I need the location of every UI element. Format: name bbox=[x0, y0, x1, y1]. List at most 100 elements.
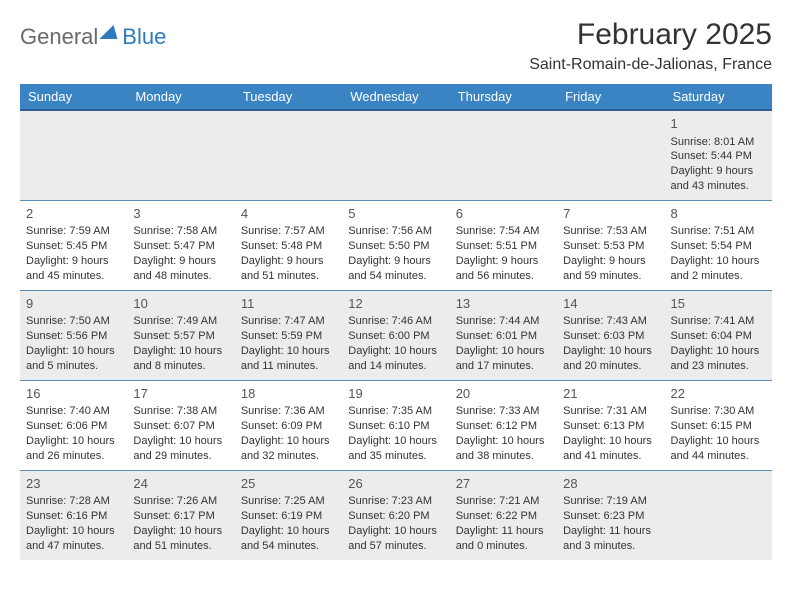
sunset-line: Sunset: 6:09 PM bbox=[241, 419, 336, 434]
calendar-cell: 12Sunrise: 7:46 AMSunset: 6:00 PMDayligh… bbox=[342, 290, 449, 380]
daylight-line: Daylight: 9 hours and 45 minutes. bbox=[26, 254, 121, 284]
daylight-line: Daylight: 9 hours and 43 minutes. bbox=[671, 164, 766, 194]
daylight-line: Daylight: 10 hours and 17 minutes. bbox=[456, 344, 551, 374]
logo-text-general: General bbox=[20, 24, 98, 50]
sunset-line: Sunset: 6:17 PM bbox=[133, 509, 228, 524]
day-number: 13 bbox=[456, 295, 551, 313]
sunrise-line: Sunrise: 7:26 AM bbox=[133, 494, 228, 509]
day-number: 22 bbox=[671, 385, 766, 403]
daylight-line: Daylight: 10 hours and 44 minutes. bbox=[671, 434, 766, 464]
daylight-line: Daylight: 10 hours and 51 minutes. bbox=[133, 524, 228, 554]
sunset-line: Sunset: 6:15 PM bbox=[671, 419, 766, 434]
calendar-week-row: 16Sunrise: 7:40 AMSunset: 6:06 PM Dayligh… bbox=[20, 380, 772, 470]
daylight-line: Daylight: 10 hours and 41 minutes. bbox=[563, 434, 658, 464]
calendar-cell: 23Sunrise: 7:28 AMSunset: 6:16 PMDayligh… bbox=[20, 470, 127, 559]
sunset-line: Sunset: 6:07 PM bbox=[133, 419, 228, 434]
col-friday: Friday bbox=[557, 84, 664, 110]
sunset-line: Sunset: 5:50 PM bbox=[348, 239, 443, 254]
calendar-cell: 14Sunrise: 7:43 AMSunset: 6:03 PMDayligh… bbox=[557, 290, 664, 380]
daylight-line: Daylight: 10 hours and 11 minutes. bbox=[241, 344, 336, 374]
col-monday: Monday bbox=[127, 84, 234, 110]
day-number: 15 bbox=[671, 295, 766, 313]
sunset-line: Sunset: 5:45 PM bbox=[26, 239, 121, 254]
day-number: 28 bbox=[563, 475, 658, 493]
calendar-cell: 16Sunrise: 7:40 AMSunset: 6:06 PMDayligh… bbox=[20, 380, 127, 470]
sunrise-line: Sunrise: 7:30 AM bbox=[671, 404, 766, 419]
day-number: 20 bbox=[456, 385, 551, 403]
day-number: 16 bbox=[26, 385, 121, 403]
col-wednesday: Wednesday bbox=[342, 84, 449, 110]
calendar-cell: 13Sunrise: 7:44 AMSunset: 6:01 PMDayligh… bbox=[450, 290, 557, 380]
calendar-cell: 18Sunrise: 7:36 AMSunset: 6:09 PMDayligh… bbox=[235, 380, 342, 470]
calendar-week-row: 23Sunrise: 7:28 AMSunset: 6:16 PMDayligh… bbox=[20, 470, 772, 559]
sunrise-line: Sunrise: 7:33 AM bbox=[456, 404, 551, 419]
sunset-line: Sunset: 5:44 PM bbox=[671, 149, 766, 164]
daylight-line: Daylight: 10 hours and 14 minutes. bbox=[348, 344, 443, 374]
calendar-cell: 20Sunrise: 7:33 AMSunset: 6:12 PMDayligh… bbox=[450, 380, 557, 470]
daylight-line: Daylight: 9 hours and 56 minutes. bbox=[456, 254, 551, 284]
calendar-week-row: 1Sunrise: 8:01 AMSunset: 5:44 PMDaylight… bbox=[20, 110, 772, 200]
daylight-line: Daylight: 10 hours and 47 minutes. bbox=[26, 524, 121, 554]
day-number: 3 bbox=[133, 205, 228, 223]
day-number: 21 bbox=[563, 385, 658, 403]
day-number: 12 bbox=[348, 295, 443, 313]
day-number: 5 bbox=[348, 205, 443, 223]
sunset-line: Sunset: 6:03 PM bbox=[563, 329, 658, 344]
sunrise-line: Sunrise: 7:58 AM bbox=[133, 224, 228, 239]
sunrise-line: Sunrise: 7:38 AM bbox=[133, 404, 228, 419]
day-number: 11 bbox=[241, 295, 336, 313]
calendar-cell: 19Sunrise: 7:35 AMSunset: 6:10 PMDayligh… bbox=[342, 380, 449, 470]
daylight-line: Daylight: 10 hours and 57 minutes. bbox=[348, 524, 443, 554]
day-number: 4 bbox=[241, 205, 336, 223]
sunset-line: Sunset: 6:06 PM bbox=[26, 419, 121, 434]
calendar-cell: 22Sunrise: 7:30 AMSunset: 6:15 PMDayligh… bbox=[665, 380, 772, 470]
day-number: 27 bbox=[456, 475, 551, 493]
day-number: 17 bbox=[133, 385, 228, 403]
logo: General Blue bbox=[20, 18, 166, 50]
sunrise-line: Sunrise: 7:36 AM bbox=[241, 404, 336, 419]
calendar-cell: 7Sunrise: 7:53 AMSunset: 5:53 PMDaylight… bbox=[557, 200, 664, 290]
sunrise-line: Sunrise: 7:40 AM bbox=[26, 404, 121, 419]
sunrise-line: Sunrise: 7:54 AM bbox=[456, 224, 551, 239]
sunset-line: Sunset: 5:57 PM bbox=[133, 329, 228, 344]
calendar-cell: 5Sunrise: 7:56 AMSunset: 5:50 PMDaylight… bbox=[342, 200, 449, 290]
sunrise-line: Sunrise: 7:50 AM bbox=[26, 314, 121, 329]
sunrise-line: Sunrise: 7:44 AM bbox=[456, 314, 551, 329]
day-number: 2 bbox=[26, 205, 121, 223]
calendar-cell: 2Sunrise: 7:59 AMSunset: 5:45 PMDaylight… bbox=[20, 200, 127, 290]
day-number: 9 bbox=[26, 295, 121, 313]
daylight-line: Daylight: 10 hours and 20 minutes. bbox=[563, 344, 658, 374]
logo-text-blue: Blue bbox=[122, 24, 166, 50]
day-number: 10 bbox=[133, 295, 228, 313]
calendar-cell: 10Sunrise: 7:49 AMSunset: 5:57 PMDayligh… bbox=[127, 290, 234, 380]
sunrise-line: Sunrise: 7:23 AM bbox=[348, 494, 443, 509]
sunset-line: Sunset: 6:10 PM bbox=[348, 419, 443, 434]
day-number: 26 bbox=[348, 475, 443, 493]
calendar-cell: 27Sunrise: 7:21 AMSunset: 6:22 PMDayligh… bbox=[450, 470, 557, 559]
calendar-cell bbox=[20, 110, 127, 200]
daylight-line: Daylight: 9 hours and 59 minutes. bbox=[563, 254, 658, 284]
day-number: 19 bbox=[348, 385, 443, 403]
sunset-line: Sunset: 6:16 PM bbox=[26, 509, 121, 524]
day-number: 1 bbox=[671, 115, 766, 133]
calendar-cell: 1Sunrise: 8:01 AMSunset: 5:44 PMDaylight… bbox=[665, 110, 772, 200]
daylight-line: Daylight: 10 hours and 29 minutes. bbox=[133, 434, 228, 464]
daylight-line: Daylight: 10 hours and 23 minutes. bbox=[671, 344, 766, 374]
logo-sail-icon bbox=[100, 25, 123, 39]
day-number: 25 bbox=[241, 475, 336, 493]
daylight-line: Daylight: 9 hours and 54 minutes. bbox=[348, 254, 443, 284]
day-header-row: Sunday Monday Tuesday Wednesday Thursday… bbox=[20, 84, 772, 110]
col-saturday: Saturday bbox=[665, 84, 772, 110]
sunrise-line: Sunrise: 7:21 AM bbox=[456, 494, 551, 509]
calendar-cell bbox=[557, 110, 664, 200]
header: General Blue February 2025 Saint-Romain-… bbox=[20, 18, 772, 74]
calendar-week-row: 2Sunrise: 7:59 AMSunset: 5:45 PMDaylight… bbox=[20, 200, 772, 290]
sunset-line: Sunset: 5:59 PM bbox=[241, 329, 336, 344]
sunset-line: Sunset: 6:13 PM bbox=[563, 419, 658, 434]
calendar-cell: 8Sunrise: 7:51 AMSunset: 5:54 PMDaylight… bbox=[665, 200, 772, 290]
day-number: 6 bbox=[456, 205, 551, 223]
sunset-line: Sunset: 6:01 PM bbox=[456, 329, 551, 344]
sunrise-line: Sunrise: 7:53 AM bbox=[563, 224, 658, 239]
sunset-line: Sunset: 5:47 PM bbox=[133, 239, 228, 254]
daylight-line: Daylight: 10 hours and 54 minutes. bbox=[241, 524, 336, 554]
